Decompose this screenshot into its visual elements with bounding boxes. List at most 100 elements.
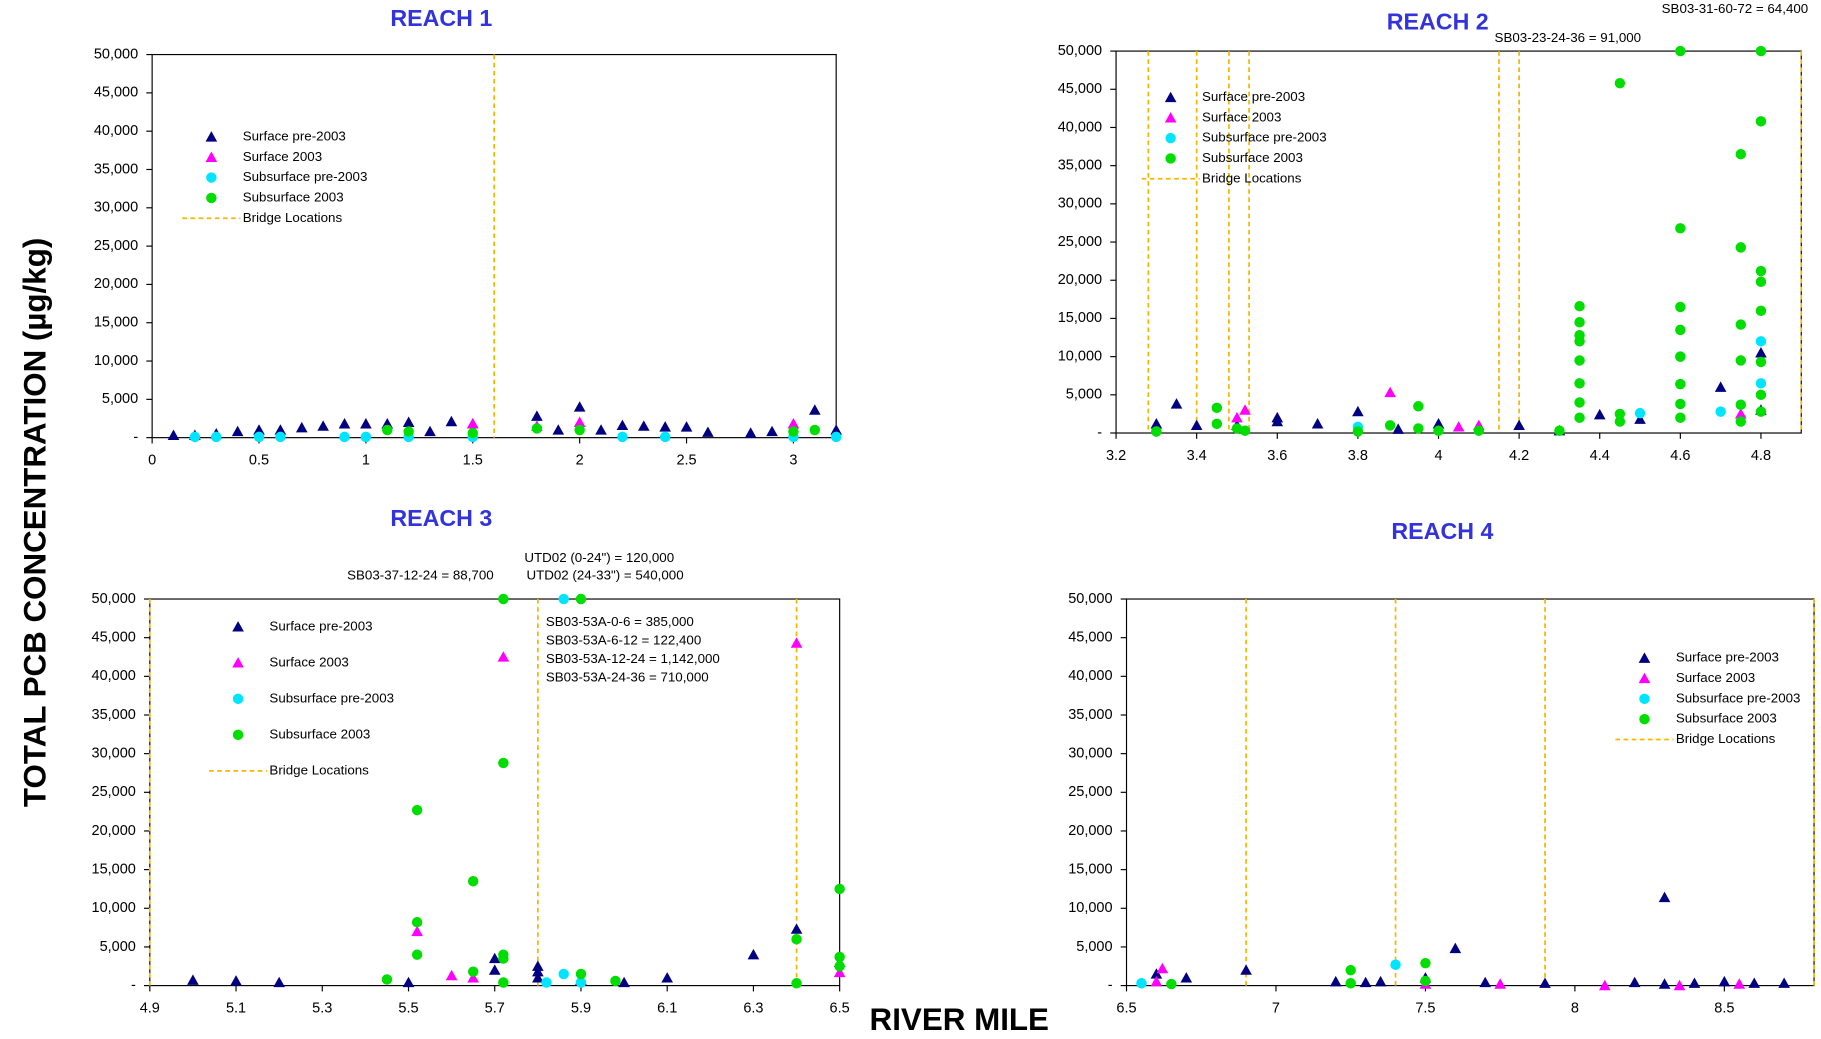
legend-label: Bridge Locations [269,762,369,777]
x-tick-label: 1 [362,453,370,469]
y-tick-label: 10,000 [1058,348,1102,364]
y-tick-label: 5,000 [1076,939,1112,955]
x-tick-label: 6.5 [1116,1001,1136,1017]
data-point [532,960,544,971]
data-point [1345,978,1356,989]
y-axis-label: TOTAL PCB CONCENTRATION (µg/kg) [17,238,52,807]
y-tick-label: - [1108,977,1113,993]
data-point [1150,975,1163,987]
plot-frame [149,598,841,987]
data-point [231,425,244,437]
data-point [1673,979,1686,991]
annotation: UTD02 (24-33") = 540,000 [526,567,683,582]
data-point [532,965,544,977]
data-point [466,418,479,429]
data-point [424,425,436,437]
data-point [402,416,415,427]
legend-label: Surface 2003 [269,654,348,669]
data-point [661,972,674,983]
data-point [573,401,586,412]
y-tick-label: 45,000 [1068,630,1112,646]
data-point [1574,412,1585,423]
legend-marker [1638,652,1651,663]
legend-marker [232,657,244,668]
data-point [382,424,393,436]
data-point [1755,347,1767,358]
data-point [498,593,509,605]
data-point [1574,317,1585,328]
y-tick-label: 15,000 [92,861,136,877]
legend-label: Surface 2003 [1202,109,1281,124]
data-point [1231,423,1243,434]
x-tick-label: 4.4 [1590,448,1610,464]
data-point [1384,386,1396,398]
data-point [1452,421,1465,432]
data-point [1755,406,1767,417]
legend-marker [206,172,217,183]
y-tick-label: 10,000 [92,900,136,916]
legend-marker [1164,112,1177,123]
data-point [1715,406,1726,417]
annotation: SB03-53A-6-12 = 122,400 [546,632,701,647]
data-point [1384,420,1396,431]
data-point [498,977,509,988]
annotation: SB03-23-24-36 = 91,000 [1495,30,1642,45]
legend-label: Bridge Locations [1202,170,1302,185]
y-tick-label: 50,000 [1058,43,1102,59]
x-tick-label: 6.3 [743,1001,763,1017]
x-tick-label: 5.1 [226,1001,246,1017]
data-point [402,976,415,988]
data-point [1136,978,1147,989]
data-point [339,431,350,443]
data-point [659,421,671,432]
data-point [575,977,587,988]
data-point [1420,975,1431,987]
y-tick-label: 40,000 [1068,668,1112,684]
data-point [1271,415,1284,427]
y-tick-label: 20,000 [94,276,138,292]
legend-label: Subsurface pre-2003 [1676,690,1801,705]
data-point [618,976,630,988]
y-tick-label: 50,000 [1068,591,1112,607]
data-point [445,415,458,427]
data-point [488,952,501,964]
data-point [617,431,628,443]
data-point [1539,977,1551,988]
data-point [1634,413,1646,424]
data-point [317,420,329,431]
y-tick-label: 10,000 [94,353,138,369]
data-point [1473,425,1485,436]
legend-label: Subsurface 2003 [1202,150,1303,165]
data-point [1675,324,1686,336]
x-tick-label: 5.7 [485,1001,505,1017]
data-point [1658,978,1671,989]
legend-marker [1165,132,1176,144]
data-point [411,916,423,928]
annotation: SB03-53A-0-6 = 385,000 [546,614,694,629]
data-point [1479,976,1492,988]
data-point [595,424,607,435]
data-point [1413,401,1424,412]
data-point [1166,978,1177,990]
data-point [211,431,222,443]
data-point [467,972,479,983]
x-tick-label: 0.5 [249,453,269,469]
y-tick-label: 30,000 [92,745,136,761]
y-tick-label: 20,000 [1058,272,1102,288]
data-point [1755,336,1767,347]
legend-marker [1639,713,1650,725]
data-point [1311,418,1324,429]
legend-label: Bridge Locations [243,210,343,225]
data-point [830,424,842,435]
x-tick-label: 4 [1434,448,1442,464]
data-point [788,426,799,437]
data-point [1574,378,1585,389]
x-tick-label: 4.8 [1751,448,1771,464]
data-point [1374,975,1387,987]
x-tick-label: 4.2 [1509,448,1529,464]
data-point [541,977,552,988]
annotation: SB03-31-60-72 = 64,400 [1662,1,1809,16]
x-tick-label: 4.6 [1670,448,1690,464]
data-point [1755,389,1767,401]
y-tick-label: 35,000 [1058,157,1102,173]
